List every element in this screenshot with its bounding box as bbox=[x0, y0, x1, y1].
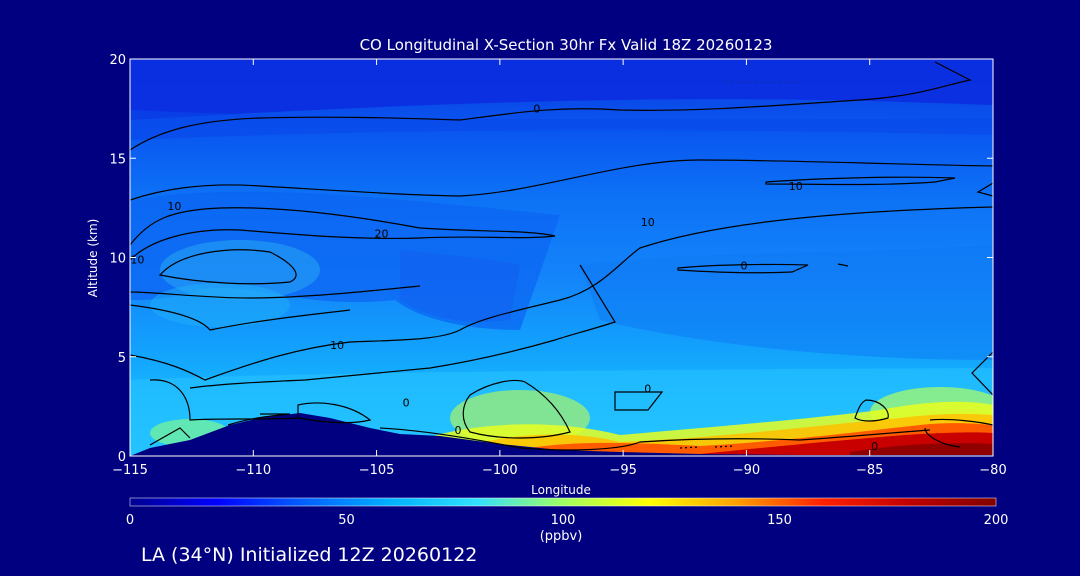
colorbar-tick-label: 50 bbox=[338, 513, 355, 528]
contour-label: 10 bbox=[789, 180, 803, 193]
contour-label: 10 bbox=[330, 339, 344, 352]
y-tick-label: 0 bbox=[118, 450, 126, 465]
footer-caption: LA (34°N) Initialized 12Z 20260122 bbox=[141, 544, 477, 566]
x-axis-label: Longitude bbox=[531, 483, 591, 497]
x-tick-label: −85 bbox=[856, 463, 883, 478]
colorbar-tick-label: 100 bbox=[551, 513, 576, 528]
y-tick-label: 20 bbox=[109, 53, 126, 68]
contour-label: 0 bbox=[454, 424, 461, 437]
concentration-field: 0 10 20 10 10 0 10 10 0 0 0 0 bbox=[130, 59, 993, 456]
x-tick-label: −105 bbox=[359, 463, 395, 478]
contour-labels: 0 10 20 10 10 0 10 10 0 0 0 0 bbox=[130, 103, 878, 453]
y-axis: 0 5 10 15 20 bbox=[109, 53, 993, 465]
contour-label: 20 bbox=[375, 228, 389, 241]
colorbar-unit-label: (ppbv) bbox=[540, 529, 583, 544]
x-tick-label: −110 bbox=[235, 463, 271, 478]
colorbar-tick-label: 0 bbox=[126, 513, 134, 528]
x-tick-label: −80 bbox=[979, 463, 1006, 478]
y-tick-label: 5 bbox=[118, 351, 126, 366]
chart-title: CO Longitudinal X-Section 30hr Fx Valid … bbox=[360, 36, 773, 54]
colorbar bbox=[129, 497, 997, 507]
contour-label: 0 bbox=[740, 259, 747, 272]
contour-label: 0 bbox=[403, 396, 410, 409]
contour-label: 0 bbox=[871, 440, 878, 453]
terrain bbox=[130, 413, 993, 456]
colorbar-ticks: 0 50 100 150 200 bbox=[126, 513, 1009, 528]
colorbar-tick-label: 200 bbox=[984, 513, 1009, 528]
contour-label: 0 bbox=[533, 103, 540, 116]
x-tick-label: −115 bbox=[112, 463, 148, 478]
colorbar-tick-label: 150 bbox=[767, 513, 792, 528]
y-tick-label: 10 bbox=[109, 252, 126, 267]
x-axis: −115 −110 −105 −100 −95 −90 −85 −80 bbox=[112, 59, 1007, 478]
y-tick-label: 15 bbox=[109, 152, 126, 167]
contour-lines bbox=[130, 61, 993, 451]
contour-label: 10 bbox=[641, 216, 655, 229]
contour-label: 10 bbox=[167, 200, 181, 213]
x-tick-label: −100 bbox=[482, 463, 518, 478]
y-axis-label: Altitude (km) bbox=[86, 219, 100, 298]
x-tick-label: −90 bbox=[733, 463, 760, 478]
x-tick-label: −95 bbox=[609, 463, 636, 478]
contour-label: 10 bbox=[130, 253, 144, 266]
contour-label: 0 bbox=[644, 383, 651, 396]
